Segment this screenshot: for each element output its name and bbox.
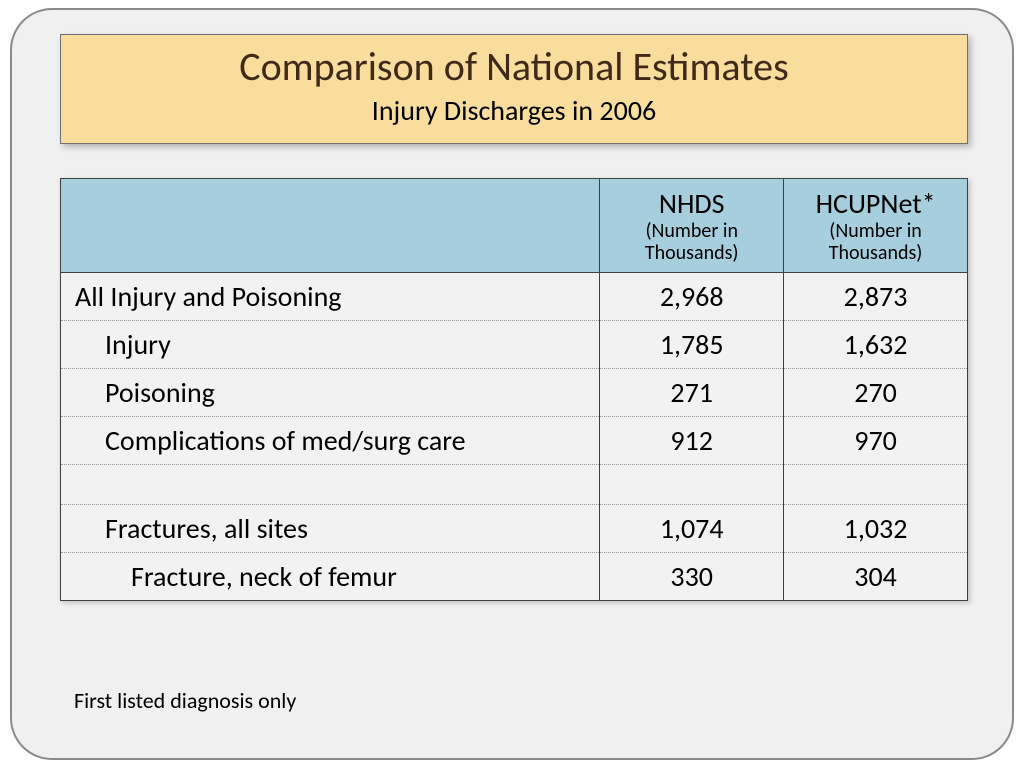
table-row: Poisoning 271 270 bbox=[61, 368, 968, 416]
row-nhds bbox=[600, 464, 784, 504]
slide-frame: Comparison of National Estimates Injury … bbox=[10, 8, 1014, 760]
title-box: Comparison of National Estimates Injury … bbox=[60, 34, 968, 144]
row-nhds: 330 bbox=[600, 552, 784, 600]
header-hcup: HCUPNet* (Number in Thousands) bbox=[784, 179, 968, 273]
table-row: Injury 1,785 1,632 bbox=[61, 320, 968, 368]
footnote: First listed diagnosis only bbox=[74, 687, 296, 714]
row-hcup: 1,632 bbox=[784, 320, 968, 368]
header-hcup-top: HCUPNet* bbox=[790, 189, 961, 220]
row-hcup: 970 bbox=[784, 416, 968, 464]
row-nhds: 1,785 bbox=[600, 320, 784, 368]
header-hcup-bot: (Number in Thousands) bbox=[790, 220, 961, 264]
table-header-row: NHDS (Number in Thousands) HCUPNet* (Num… bbox=[61, 179, 968, 273]
title-subtitle: Injury Discharges in 2006 bbox=[61, 93, 967, 128]
table-row-spacer bbox=[61, 464, 968, 504]
row-hcup: 270 bbox=[784, 368, 968, 416]
row-nhds: 2,968 bbox=[600, 272, 784, 320]
row-hcup: 304 bbox=[784, 552, 968, 600]
header-nhds-bot: (Number in Thousands) bbox=[606, 220, 777, 264]
table-row: Complications of med/surg care 912 970 bbox=[61, 416, 968, 464]
row-label: Fractures, all sites bbox=[61, 504, 600, 552]
header-nhds: NHDS (Number in Thousands) bbox=[600, 179, 784, 273]
row-hcup: 1,032 bbox=[784, 504, 968, 552]
row-label: Fracture, neck of femur bbox=[61, 552, 600, 600]
title-main: Comparison of National Estimates bbox=[61, 43, 967, 91]
row-hcup bbox=[784, 464, 968, 504]
comparison-table: NHDS (Number in Thousands) HCUPNet* (Num… bbox=[60, 178, 968, 601]
row-nhds: 1,074 bbox=[600, 504, 784, 552]
row-nhds: 912 bbox=[600, 416, 784, 464]
header-nhds-top: NHDS bbox=[606, 189, 777, 220]
table-row: Fracture, neck of femur 330 304 bbox=[61, 552, 968, 600]
row-label: Injury bbox=[61, 320, 600, 368]
table-row: All Injury and Poisoning 2,968 2,873 bbox=[61, 272, 968, 320]
header-blank bbox=[61, 179, 600, 273]
row-label: Poisoning bbox=[61, 368, 600, 416]
table-row: Fractures, all sites 1,074 1,032 bbox=[61, 504, 968, 552]
row-label bbox=[61, 464, 600, 504]
row-label: Complications of med/surg care bbox=[61, 416, 600, 464]
row-label: All Injury and Poisoning bbox=[61, 272, 600, 320]
row-hcup: 2,873 bbox=[784, 272, 968, 320]
row-nhds: 271 bbox=[600, 368, 784, 416]
